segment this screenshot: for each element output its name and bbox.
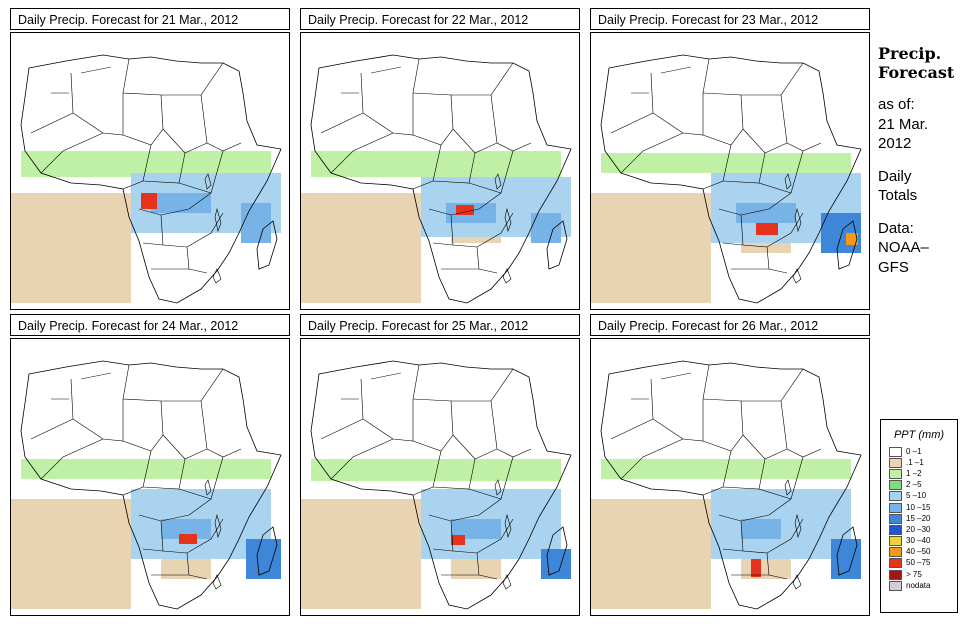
legend-swatch <box>889 502 902 513</box>
daily-line-2: Totals <box>878 187 918 204</box>
legend-swatch <box>889 569 902 580</box>
legend-swatch <box>889 513 902 524</box>
africa-map <box>591 33 869 309</box>
legend-swatch <box>889 558 902 569</box>
daily-line-1: Daily <box>878 167 912 185</box>
legend-label: > 75 <box>906 569 922 579</box>
legend-swatch <box>889 491 902 502</box>
legend-label: 1 –2 <box>906 468 922 478</box>
legend-item: 30 –40 <box>881 536 957 547</box>
africa-map <box>591 339 869 615</box>
panel-title: Daily Precip. Forecast for 22 Mar., 2012 <box>300 8 580 30</box>
forecast-panel-4: Daily Precip. Forecast for 24 Mar., 2012 <box>10 314 292 616</box>
forecast-panel-5: Daily Precip. Forecast for 25 Mar., 2012 <box>300 314 582 616</box>
legend-swatch <box>889 547 902 558</box>
africa-map <box>11 339 289 615</box>
panel-title: Daily Precip. Forecast for 21 Mar., 2012 <box>10 8 290 30</box>
legend-item: 0 –1 <box>881 446 957 457</box>
legend-swatch <box>889 480 902 491</box>
legend-label: 5 –10 <box>906 491 927 501</box>
panel-title: Daily Precip. Forecast for 26 Mar., 2012 <box>590 314 870 336</box>
asof-line-3: 2012 <box>878 135 912 152</box>
asof-line-2: 21 Mar. <box>878 115 929 133</box>
legend-item: 5 –10 <box>881 491 957 502</box>
legend-item: 20 –30 <box>881 524 957 535</box>
data-line-3: GFS <box>878 258 909 276</box>
precip-map <box>590 32 870 310</box>
legend-label: 2 –5 <box>906 480 922 490</box>
legend-item: 2 –5 <box>881 480 957 491</box>
legend-items: 0 –1.1 –1 1 –2 2 –5 5 –10 10 –15 15 –20 20 –30… <box>881 446 957 591</box>
heading-line-2: Forecast <box>878 63 955 82</box>
data-line-2: NOAA– <box>878 239 929 256</box>
legend-label: 40 –50 <box>906 547 931 557</box>
legend-label: 50 –75 <box>906 558 931 568</box>
legend-swatch <box>889 457 902 468</box>
legend: PPT (mm) 0 –1.1 –1 1 –2 2 –5 5 –10 10 –15 15 … <box>880 419 958 613</box>
legend-label: 30 –40 <box>906 536 931 546</box>
legend-item: 1 –2 <box>881 468 957 479</box>
legend-swatch <box>889 580 902 591</box>
panel-title: Daily Precip. Forecast for 23 Mar., 2012 <box>590 8 870 30</box>
africa-map <box>301 33 579 309</box>
legend-label: 15 –20 <box>906 513 931 523</box>
heading-line-1: Precip. <box>878 44 942 63</box>
legend-item: > 75 <box>881 569 957 580</box>
legend-swatch <box>889 536 902 547</box>
africa-map <box>11 33 289 309</box>
precip-map <box>590 338 870 616</box>
forecast-panel-1: Daily Precip. Forecast for 21 Mar., 2012 <box>10 8 292 310</box>
legend-label: 0 –1 <box>906 446 922 456</box>
forecast-panel-6: Daily Precip. Forecast for 26 Mar., 2012 <box>590 314 872 616</box>
legend-item: 40 –50 <box>881 547 957 558</box>
forecast-panel-2: Daily Precip. Forecast for 22 Mar., 2012 <box>300 8 582 310</box>
data-line-1: Data: <box>878 219 914 237</box>
africa-map <box>301 339 579 615</box>
precip-map <box>10 338 290 616</box>
legend-label: 10 –15 <box>906 502 931 512</box>
asof-line-1: as of: <box>878 96 915 113</box>
legend-item: 50 –75 <box>881 558 957 569</box>
legend-swatch <box>889 468 902 479</box>
precip-map <box>10 32 290 310</box>
legend-label: .1 –1 <box>906 457 924 467</box>
panel-title: Daily Precip. Forecast for 25 Mar., 2012 <box>300 314 580 336</box>
legend-label: 20 –30 <box>906 524 931 534</box>
legend-swatch <box>889 524 902 535</box>
precip-map <box>300 338 580 616</box>
forecast-info: Precip. Forecast as of: 21 Mar. 2012 Dai… <box>878 44 963 277</box>
legend-item: nodata <box>881 580 957 591</box>
legend-item: 10 –15 <box>881 502 957 513</box>
precip-map <box>300 32 580 310</box>
legend-swatch <box>889 446 902 457</box>
legend-title: PPT (mm) <box>893 429 945 441</box>
legend-item: 15 –20 <box>881 513 957 524</box>
forecast-panel-3: Daily Precip. Forecast for 23 Mar., 2012 <box>590 8 872 310</box>
legend-item: .1 –1 <box>881 457 957 468</box>
legend-label: nodata <box>906 580 931 590</box>
panel-title: Daily Precip. Forecast for 24 Mar., 2012 <box>10 314 290 336</box>
